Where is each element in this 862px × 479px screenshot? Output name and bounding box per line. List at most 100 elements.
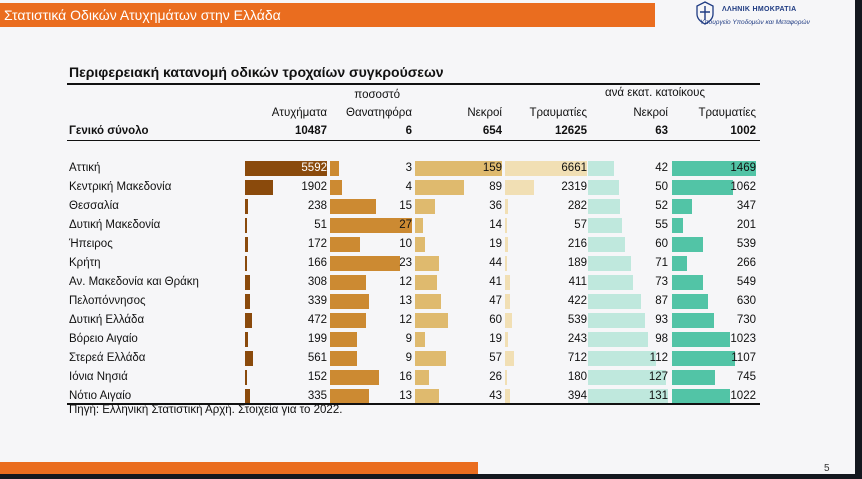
fatal-pct-bar xyxy=(330,199,376,214)
deaths-per-million-value: 112 xyxy=(649,352,668,364)
region-label: Βόρειο Αιγαίο xyxy=(69,333,138,345)
deaths-bar xyxy=(415,389,439,404)
region-label: Δυτική Ελλάδα xyxy=(69,314,145,326)
fatal-pct-bar xyxy=(330,275,366,290)
fatal-pct-value: 13 xyxy=(399,390,412,402)
injured-per-million-value: 266 xyxy=(736,257,756,269)
fatal-pct-bar xyxy=(330,218,412,233)
injured-bar xyxy=(505,351,514,366)
fatal-pct-bar xyxy=(330,370,379,385)
accidents-bar xyxy=(245,294,250,309)
injured-per-million-bar xyxy=(672,294,708,309)
ministry-name-line1: ΛΛΗΝΙΚ ΗΜΟΚΡΑΤΙΑ xyxy=(722,6,797,13)
accidents-bar xyxy=(245,313,252,328)
injured-per-million-value: 1107 xyxy=(731,352,756,364)
group-header-per-million: ανά εκατ. κατοίκους xyxy=(605,87,705,99)
region-label: Αττική xyxy=(69,162,101,174)
fatal-pct-value: 27 xyxy=(399,219,412,231)
deaths-bar xyxy=(415,351,446,366)
accidents-value: 339 xyxy=(307,295,327,307)
injured-per-million-value: 730 xyxy=(736,314,756,326)
accidents-value: 238 xyxy=(307,200,327,212)
fatal-pct-value: 16 xyxy=(399,371,412,383)
injured-bar xyxy=(505,370,507,385)
total-injured: 12625 xyxy=(555,125,587,137)
injured-per-million-bar xyxy=(672,389,730,404)
source-note: Πηγή: Ελληνική Στατιστική Αρχή. Στοιχεία… xyxy=(69,404,343,416)
region-label: Θεσσαλία xyxy=(69,200,119,212)
deaths-value: 57 xyxy=(489,352,502,364)
accidents-value: 335 xyxy=(307,390,327,402)
accidents-bar xyxy=(245,161,327,176)
deaths-per-million-value: 55 xyxy=(655,219,668,231)
total-deaths: 654 xyxy=(482,125,502,137)
col-header-injured-per-million: Τραυματίες xyxy=(698,107,756,119)
total-accidents: 10487 xyxy=(295,125,327,137)
fatal-pct-bar xyxy=(330,180,342,195)
injured-per-million-value: 1062 xyxy=(730,181,756,193)
injured-value: 394 xyxy=(567,390,587,402)
total-rule xyxy=(67,140,760,141)
fatal-pct-value: 15 xyxy=(399,200,412,212)
region-label: Κεντρική Μακεδονία xyxy=(69,181,172,193)
deaths-bar xyxy=(415,180,464,195)
injured-per-million-bar xyxy=(672,199,692,214)
injured-per-million-value: 201 xyxy=(736,219,756,231)
deaths-per-million-value: 52 xyxy=(655,200,668,212)
accidents-bar xyxy=(245,275,250,290)
injured-per-million-bar xyxy=(672,313,714,328)
fatal-pct-value: 13 xyxy=(399,295,412,307)
region-label: Ιόνια Νησιά xyxy=(69,371,128,383)
deaths-bar xyxy=(415,294,441,309)
injured-bar xyxy=(505,332,508,347)
region-label: Αν. Μακεδονία και Θράκη xyxy=(69,276,199,288)
fatal-pct-bar xyxy=(330,389,369,404)
injured-per-million-value: 347 xyxy=(736,200,756,212)
col-header-fatal-pct: Θανατηφόρα xyxy=(346,107,412,119)
injured-bar xyxy=(505,218,507,233)
total-deaths-per-million: 63 xyxy=(655,125,668,137)
injured-bar xyxy=(505,237,508,252)
accidents-value: 472 xyxy=(307,314,327,326)
accidents-value: 152 xyxy=(307,371,327,383)
fatal-pct-value: 9 xyxy=(405,333,412,345)
total-fatal-pct: 6 xyxy=(405,125,412,137)
fatal-pct-value: 10 xyxy=(399,238,412,250)
injured-bar xyxy=(505,180,534,195)
injured-value: 189 xyxy=(567,257,587,269)
injured-value: 539 xyxy=(567,314,587,326)
injured-per-million-bar xyxy=(672,161,756,176)
deaths-per-million-value: 73 xyxy=(655,276,668,288)
bottom-rule xyxy=(67,403,760,405)
accidents-value: 561 xyxy=(307,352,327,364)
fatal-pct-value: 12 xyxy=(399,314,412,326)
injured-value: 243 xyxy=(567,333,587,345)
deaths-value: 19 xyxy=(489,238,502,250)
deaths-value: 43 xyxy=(489,390,502,402)
deaths-per-million-bar xyxy=(588,199,620,214)
deaths-value: 26 xyxy=(489,371,502,383)
deaths-per-million-bar xyxy=(588,256,631,271)
fatal-pct-value: 3 xyxy=(405,162,412,174)
region-label: Νότιο Αιγαίο xyxy=(69,390,132,402)
accidents-value: 1902 xyxy=(301,181,327,193)
injured-per-million-bar xyxy=(672,275,703,290)
injured-per-million-value: 745 xyxy=(736,371,756,383)
deaths-value: 41 xyxy=(489,276,502,288)
deaths-per-million-bar xyxy=(588,332,648,347)
deaths-per-million-bar xyxy=(588,351,656,366)
greek-emblem-icon xyxy=(696,1,714,25)
injured-value: 216 xyxy=(567,238,587,250)
injured-bar xyxy=(505,294,510,309)
injured-per-million-value: 1023 xyxy=(730,333,756,345)
accidents-bar xyxy=(245,199,248,214)
injured-per-million-bar xyxy=(672,180,733,195)
fatal-pct-bar xyxy=(330,161,339,176)
deaths-bar xyxy=(415,332,425,347)
total-label: Γενικό σύνολο xyxy=(69,125,149,137)
ministry-name-line2: Υπουργείο Υποδομών και Μεταφορών xyxy=(700,19,810,26)
deaths-per-million-value: 87 xyxy=(655,295,668,307)
injured-bar xyxy=(505,313,512,328)
injured-bar xyxy=(505,199,508,214)
deaths-per-million-value: 131 xyxy=(648,390,668,402)
